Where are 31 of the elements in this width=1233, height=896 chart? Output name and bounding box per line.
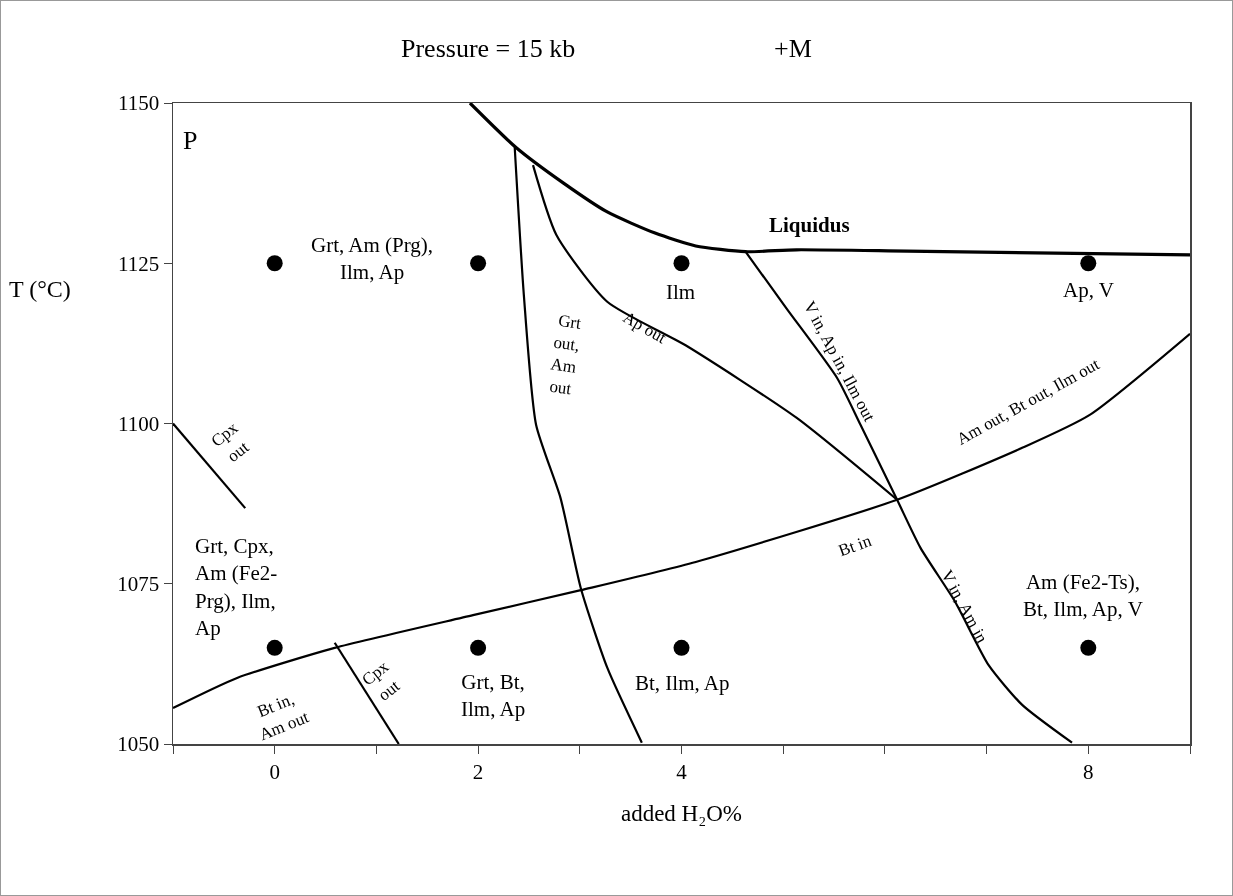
annotation: V in, Am in: [937, 566, 992, 647]
annotation: Liquidus: [769, 213, 850, 237]
annotation: Ap out: [619, 307, 670, 348]
chart-subtitle: +M: [774, 34, 812, 63]
annotation: Am (Fe2-Ts), Bt, Ilm, Ap, V: [1023, 570, 1143, 622]
x-tick-label: 0: [269, 759, 280, 784]
y-tick-label: 1125: [118, 251, 160, 276]
annotation: Bt in, Am out: [254, 689, 312, 745]
annotation: Ilm: [666, 280, 696, 304]
annotation: Grt, Am (Prg), Ilm, Ap: [311, 233, 434, 285]
x-tick-label: 4: [676, 759, 688, 784]
y-tick-label: 1100: [118, 411, 160, 436]
annotation: Am out, Bt out, Ilm out: [953, 354, 1103, 449]
annotation: Grt, Bt, Ilm, Ap: [461, 670, 526, 722]
annotation: Grt out, Am out: [548, 310, 583, 399]
y-tick-label: 1075: [117, 572, 160, 597]
y-tick-label: 1050: [117, 732, 160, 757]
chart-title: Pressure = 15 kb: [401, 34, 576, 63]
x-tick-label: 8: [1083, 759, 1094, 784]
annotation: Bt, Ilm, Ap: [635, 671, 730, 695]
annotation: V in, Ap in, Ilm out: [799, 298, 880, 425]
annotation: Cpx out: [207, 417, 253, 466]
y-tick-label: 1150: [118, 91, 160, 116]
annotation: Cpx out: [358, 656, 404, 705]
annotation: P: [183, 126, 198, 155]
annotation: Grt, Cpx, Am (Fe2- Prg), Ilm, Ap: [195, 534, 278, 640]
x-tick-label: 2: [472, 759, 484, 784]
annotation: Bt in: [835, 530, 875, 561]
x-axis-title: added H₂O%: [620, 801, 743, 827]
y-axis-title: T (°C): [9, 276, 71, 302]
annotation: Ap, V: [1063, 278, 1114, 302]
